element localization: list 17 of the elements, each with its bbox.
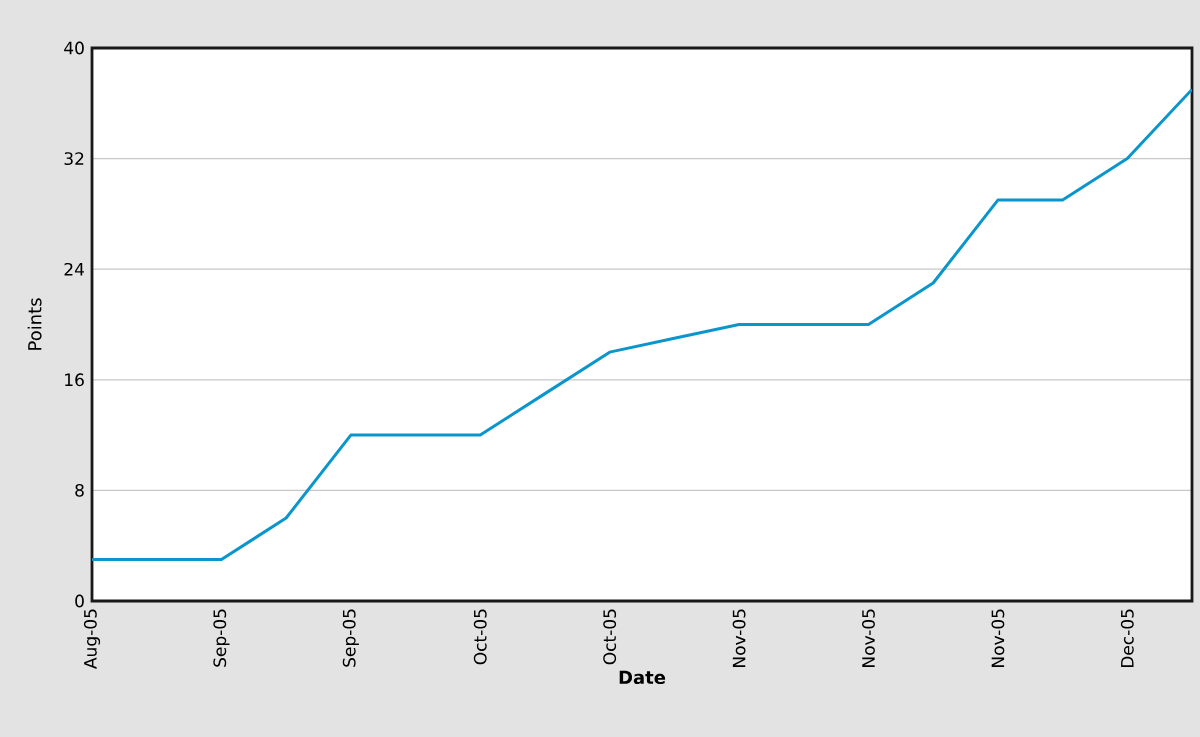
x-tick-label: Nov-05 [862, 609, 875, 667]
x-tick-label: Nov-05 [991, 609, 1005, 667]
y-tick-label: 8 [75, 483, 84, 497]
y-tick-label: 40 [64, 41, 84, 55]
y-axis-title: Points [27, 298, 42, 350]
x-tick-label: Aug-05 [83, 609, 101, 669]
y-tick-label: 32 [64, 152, 84, 166]
x-tick-label: Sep-05 [342, 609, 359, 667]
x-tick-label: Oct-05 [473, 609, 487, 665]
x-tick-label: Dec-05 [1120, 609, 1134, 668]
x-tick-label: Oct-05 [603, 609, 617, 665]
x-tick-label: Nov-05 [732, 609, 746, 667]
x-tick-label: Sep-05 [213, 609, 230, 667]
y-tick-label: 16 [65, 373, 84, 387]
x-axis-title: Date [619, 670, 666, 685]
y-tick-label: 0 [75, 594, 84, 608]
y-tick-label: 24 [64, 262, 84, 276]
